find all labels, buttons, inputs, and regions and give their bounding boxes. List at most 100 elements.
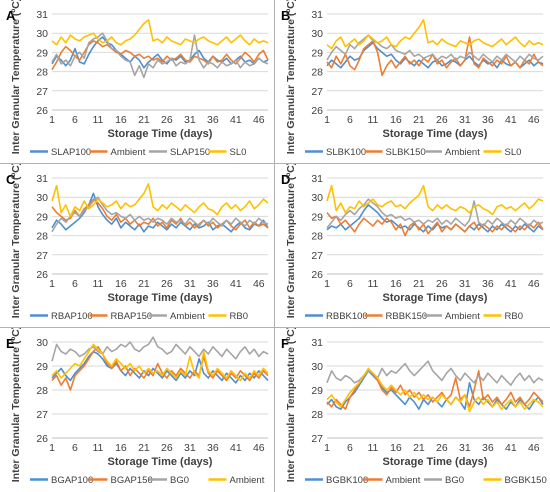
x-tick-label: 41 — [230, 278, 242, 290]
y-tick-label: 30 — [36, 192, 48, 204]
y-tick-label: 26 — [311, 269, 323, 281]
x-tick-label: 16 — [115, 278, 127, 290]
legend-label: Ambient — [111, 147, 146, 158]
series-line-sl0 — [51, 18, 269, 46]
y-axis-title: Inter Granular Temperature (ºC) — [285, 328, 297, 482]
x-tick-label: 16 — [390, 114, 402, 126]
y-tick-label: 31 — [311, 337, 323, 349]
series-line-rbap100 — [51, 192, 269, 233]
y-tick-label: 28 — [36, 231, 48, 243]
x-tick-label: 41 — [505, 442, 517, 454]
x-tick-label: 21 — [138, 114, 150, 126]
y-tick-label: 27 — [311, 86, 323, 98]
chart-panel-c: C 26 27 28 29 30 31 1 6 11 16 21 26 31 36 41 46 Storage T… — [0, 164, 275, 328]
y-tick-label: 30 — [311, 192, 323, 204]
legend-label: Ambient — [170, 311, 205, 322]
y-tick-label: 28 — [311, 231, 323, 243]
y-tick-label: 27 — [36, 86, 48, 98]
legend-label: BGBK100 — [326, 475, 368, 486]
x-tick-label: 16 — [115, 114, 127, 126]
x-axis-title: Storage Time (days) — [383, 292, 488, 304]
x-tick-label: 21 — [413, 442, 425, 454]
panel-divider-vertical — [274, 0, 275, 492]
legend-label: SL0 — [230, 147, 247, 158]
y-tick-label: 29 — [36, 211, 48, 223]
series-line-ambient — [326, 34, 544, 63]
y-tick-label: 26 — [36, 433, 48, 445]
panel-label: C — [6, 172, 16, 187]
x-tick-label: 46 — [253, 442, 265, 454]
y-tick-label: 31 — [311, 173, 323, 185]
chart-panel-f: F 27 28 29 30 31 1 6 11 16 21 26 31 36 41 46 Storage Tim… — [275, 328, 550, 492]
legend-label: SLAP100 — [51, 147, 91, 158]
y-tick-label: 31 — [311, 9, 323, 21]
series-line-slap150 — [51, 32, 269, 79]
y-tick-label: 27 — [311, 433, 323, 445]
y-tick-label: 26 — [311, 105, 323, 117]
y-tick-label: 29 — [36, 361, 48, 373]
legend-label: Ambient — [230, 475, 265, 486]
x-tick-label: 11 — [368, 114, 379, 126]
x-tick-label: 31 — [459, 114, 471, 126]
x-tick-label: 6 — [347, 114, 353, 126]
x-tick-label: 31 — [459, 278, 471, 290]
x-tick-label: 11 — [93, 278, 104, 290]
x-tick-label: 6 — [72, 114, 78, 126]
y-tick-label: 27 — [36, 250, 48, 262]
x-tick-label: 46 — [253, 278, 265, 290]
y-tick-label: 29 — [36, 47, 48, 59]
x-tick-label: 46 — [528, 114, 540, 126]
y-axis-title: Inter Granular Temperature (ºC) — [10, 328, 22, 482]
panel-label: D — [281, 172, 290, 187]
series-line-rb0 — [326, 184, 544, 216]
legend-label: RBBK150 — [386, 311, 428, 322]
x-tick-label: 11 — [93, 442, 104, 454]
x-axis-title: Storage Time (days) — [108, 292, 213, 304]
series-line-rbap150 — [51, 198, 269, 231]
panel-label: F — [281, 336, 289, 351]
x-tick-label: 11 — [93, 114, 104, 126]
x-tick-label: 36 — [207, 278, 219, 290]
y-tick-label: 31 — [36, 173, 48, 185]
x-tick-label: 41 — [230, 114, 242, 126]
x-tick-label: 46 — [253, 114, 265, 126]
y-tick-label: 29 — [311, 385, 323, 397]
x-tick-label: 26 — [436, 114, 448, 126]
legend-label: Ambient — [386, 475, 421, 486]
y-axis-title: Inter Granular Temperature (ºC) — [285, 164, 297, 318]
x-tick-label: 1 — [324, 442, 330, 454]
x-tick-label: 1 — [49, 114, 55, 126]
series-line-ambient — [51, 343, 269, 382]
panel-label: B — [281, 8, 290, 23]
x-tick-label: 31 — [184, 278, 196, 290]
chart-panel-b: B 26 27 28 29 30 31 1 6 11 16 21 26 31 36 41 46 Storage T… — [275, 0, 550, 164]
y-tick-label: 26 — [36, 105, 48, 117]
x-tick-label: 6 — [347, 442, 353, 454]
legend-label: RBAP150 — [111, 311, 153, 322]
series-line-rbbk100 — [326, 204, 544, 233]
x-tick-label: 6 — [72, 442, 78, 454]
legend-label: SLAP150 — [170, 147, 210, 158]
y-tick-label: 30 — [311, 28, 323, 40]
y-tick-label: 30 — [311, 361, 323, 373]
legend-label: SLBK150 — [386, 147, 426, 158]
x-tick-label: 46 — [528, 442, 540, 454]
chart-panel-e: E 26 27 28 29 30 1 6 11 16 21 26 31 36 41 46 Storage Tim… — [0, 328, 275, 492]
x-tick-label: 36 — [207, 442, 219, 454]
x-tick-label: 36 — [207, 114, 219, 126]
series-line-bgap150 — [51, 345, 269, 391]
chart-panel-d: D 26 27 28 29 30 31 1 6 11 16 21 26 31 36 41 46 Storage T… — [275, 164, 550, 328]
x-axis-title: Storage Time (days) — [108, 456, 213, 468]
panel-label: A — [6, 8, 16, 23]
y-tick-label: 28 — [311, 409, 323, 421]
x-tick-label: 21 — [413, 278, 425, 290]
legend-label: RBBK100 — [326, 311, 368, 322]
x-tick-label: 16 — [390, 278, 402, 290]
x-tick-label: 41 — [505, 278, 517, 290]
x-tick-label: 11 — [368, 442, 379, 454]
x-tick-label: 36 — [482, 114, 494, 126]
